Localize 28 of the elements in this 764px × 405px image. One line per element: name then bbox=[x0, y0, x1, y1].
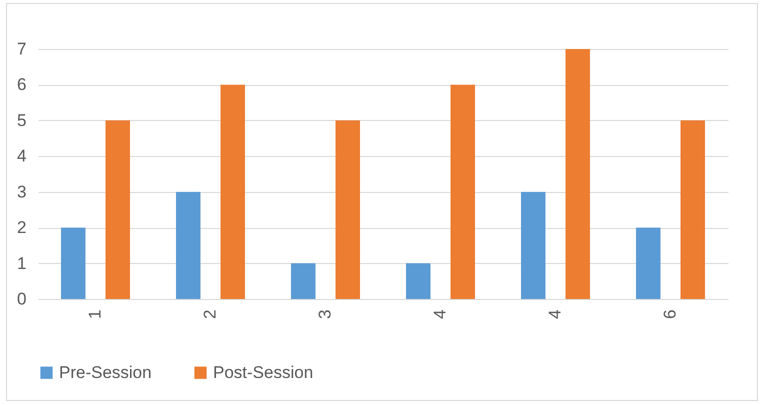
bar bbox=[680, 120, 705, 299]
x-tick-label: 4 bbox=[546, 310, 564, 319]
bar bbox=[336, 120, 360, 299]
x-tick-label: 4 bbox=[430, 310, 450, 319]
y-tick-label: 0 bbox=[17, 290, 26, 308]
y-tick-label: 3 bbox=[17, 182, 26, 202]
bar bbox=[176, 192, 200, 299]
bar bbox=[450, 84, 475, 299]
y-tick-label: 1 bbox=[17, 254, 26, 273]
legend-label: Post-Session bbox=[213, 362, 314, 382]
y-tick-label: 4 bbox=[17, 146, 26, 166]
x-tick-label: 6 bbox=[660, 310, 680, 319]
bar bbox=[61, 228, 86, 299]
bar bbox=[521, 192, 546, 299]
bar bbox=[406, 263, 430, 299]
x-tick-label: 1 bbox=[86, 310, 104, 319]
y-tick-label: 5 bbox=[17, 110, 26, 130]
y-tick-label: 2 bbox=[17, 218, 26, 238]
bar bbox=[220, 84, 245, 299]
bar bbox=[106, 120, 130, 299]
x-tick-label: 3 bbox=[316, 310, 334, 319]
bar bbox=[636, 228, 660, 299]
y-tick-label: 7 bbox=[17, 40, 26, 58]
legend-label: Pre-Session bbox=[59, 362, 152, 382]
y-tick-label: 6 bbox=[17, 75, 26, 94]
bar bbox=[566, 49, 590, 299]
bar bbox=[291, 263, 316, 299]
x-tick-label: 2 bbox=[200, 310, 220, 319]
